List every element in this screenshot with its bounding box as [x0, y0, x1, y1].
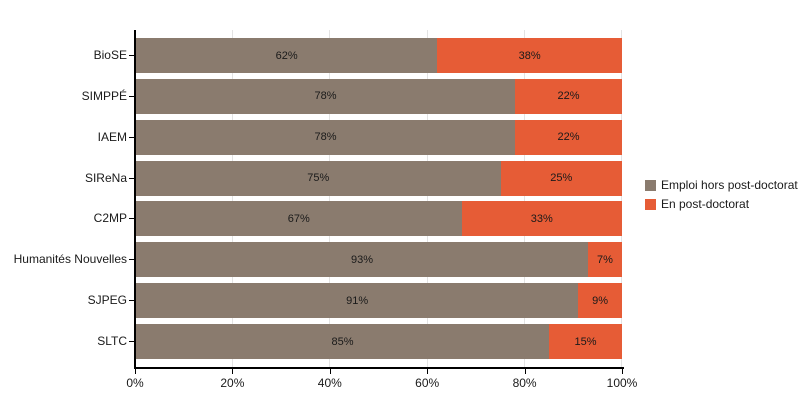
bar-row-1: 62% 38% [136, 38, 622, 73]
category-label: SJPEG [87, 293, 127, 308]
x-tick-label: 100% [606, 376, 638, 390]
y-tick-mark [129, 218, 135, 220]
x-axis-line [134, 367, 624, 369]
bar-row-2: 78% 22% [136, 78, 622, 114]
bar-row-6: 93% 7% [136, 242, 622, 278]
bar-value-label: 15% [574, 335, 597, 348]
bar-value-label: 22% [557, 90, 580, 103]
legend-swatch [645, 179, 656, 191]
bar-value-label: 75% [307, 172, 330, 185]
bar-value-label: 62% [275, 49, 298, 62]
legend-swatch [645, 198, 656, 210]
bar-segment: 75% [136, 160, 501, 196]
x-tick-mark [622, 369, 623, 374]
bar-segment: 22% [515, 119, 622, 155]
x-tick-label: 60% [415, 376, 440, 390]
legend-label: En post-doctorat [661, 197, 750, 211]
x-tick-mark [135, 369, 136, 374]
y-tick-mark [129, 341, 135, 343]
bar-segment: 9% [578, 283, 622, 319]
bar-row-4: 75% 25% [136, 160, 622, 196]
bar-value-label: 38% [518, 49, 541, 62]
bar-value-label: 22% [557, 131, 580, 144]
x-tick-label: 20% [220, 376, 245, 390]
x-tick-mark [427, 369, 429, 374]
bar-segment: 22% [515, 78, 622, 114]
y-tick-mark [129, 300, 135, 302]
bar-segment: 85% [136, 324, 550, 360]
category-label: BioSE [93, 48, 127, 62]
bar-value-label: 91% [346, 294, 369, 307]
y-tick-mark [129, 55, 135, 56]
bar-value-label: 25% [550, 172, 573, 185]
bar-value-label: 9% [592, 294, 609, 307]
bar-row-5: 67% 33% [136, 201, 622, 237]
bar-segment: 15% [549, 324, 622, 360]
plot-area: 62% 38% 78% 22% 78% 22% 75% 25% 67% 33% 93% 7% 91% 9%… [136, 30, 622, 367]
x-tick-label: 0% [126, 376, 144, 390]
bar-segment: 67% [136, 201, 462, 237]
category-label: IAEM [97, 129, 127, 144]
category-label: SLTC [97, 334, 127, 349]
gridline [232, 30, 234, 367]
bar-segment: 78% [136, 119, 516, 155]
y-tick-mark [129, 136, 135, 138]
y-tick-mark [129, 95, 135, 97]
x-tick-label: 40% [317, 376, 342, 390]
legend-label: Emploi hors post-doctorat [661, 178, 798, 192]
bar-segment: 78% [136, 78, 516, 114]
bar-segment: 7% [587, 242, 622, 278]
bar-value-label: 7% [597, 253, 613, 266]
bar-segment: 93% [136, 242, 588, 278]
bar-segment: 25% [500, 160, 622, 196]
gridline [426, 30, 428, 367]
y-tick-mark [129, 177, 135, 179]
bar-value-label: 85% [331, 335, 354, 348]
x-tick-mark [524, 369, 526, 374]
legend-item: En post-doctorat [645, 197, 798, 211]
category-label: Humanités Nouvelles [13, 252, 127, 267]
bar-value-label: 33% [530, 212, 553, 225]
category-label: C2MP [93, 211, 127, 226]
bar-value-label: 78% [314, 90, 337, 103]
gridline [329, 30, 331, 367]
category-label: SIMPPÉ [81, 88, 127, 103]
legend: Emploi hors post-doctorat En post-doctora… [645, 178, 798, 211]
bar-segment: 38% [437, 38, 622, 73]
bar-segment: 91% [136, 283, 579, 319]
bar-value-label: 78% [314, 131, 337, 144]
x-tick-label: 80% [512, 376, 537, 390]
legend-item: Emploi hors post-doctorat [645, 178, 798, 192]
bar-value-label: 67% [287, 212, 310, 225]
y-axis-line [134, 30, 136, 368]
x-tick-mark [232, 369, 234, 374]
bar-segment: 33% [461, 201, 622, 237]
bar-row-7: 91% 9% [136, 283, 622, 319]
y-tick-mark [129, 259, 135, 261]
category-label: SIReNa [84, 170, 127, 185]
bar-segment: 62% [136, 38, 438, 73]
bar-value-label: 93% [350, 253, 373, 266]
x-tick-mark [329, 369, 331, 374]
bar-row-8: 85% 15% [136, 324, 622, 360]
bar-row-3: 78% 22% [136, 119, 622, 155]
gridline [621, 30, 622, 367]
gridline [523, 30, 525, 367]
